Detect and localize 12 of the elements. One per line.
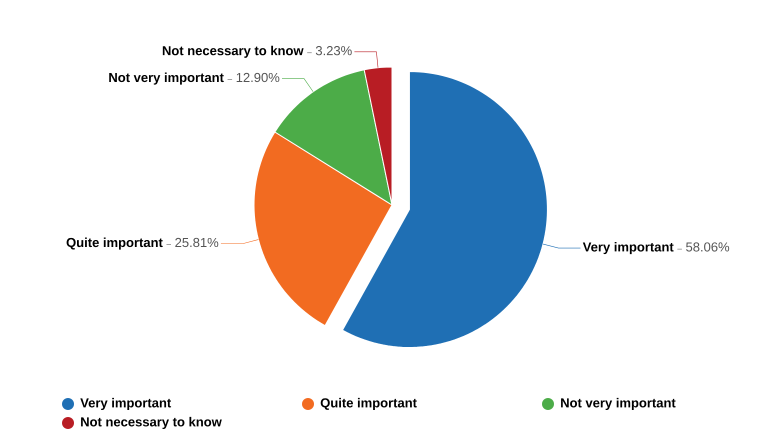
data-label: 58.06%	[686, 242, 730, 252]
legend-label: Quite important	[320, 398, 417, 410]
category-label: Not necessary to know	[162, 46, 304, 58]
slice-label: Very important	[582, 242, 674, 254]
category-label: Not very important	[109, 72, 224, 85]
data-label: 25.81%	[175, 238, 218, 248]
data-label: 12.90%	[236, 72, 280, 82]
slice-label: Quite important	[66, 238, 163, 250]
legend-label: Not necessary to know	[81, 416, 222, 430]
legend-label: Very important	[80, 398, 172, 410]
legend-label: Not very important	[561, 398, 676, 410]
data-label: 3.23%	[316, 46, 352, 56]
